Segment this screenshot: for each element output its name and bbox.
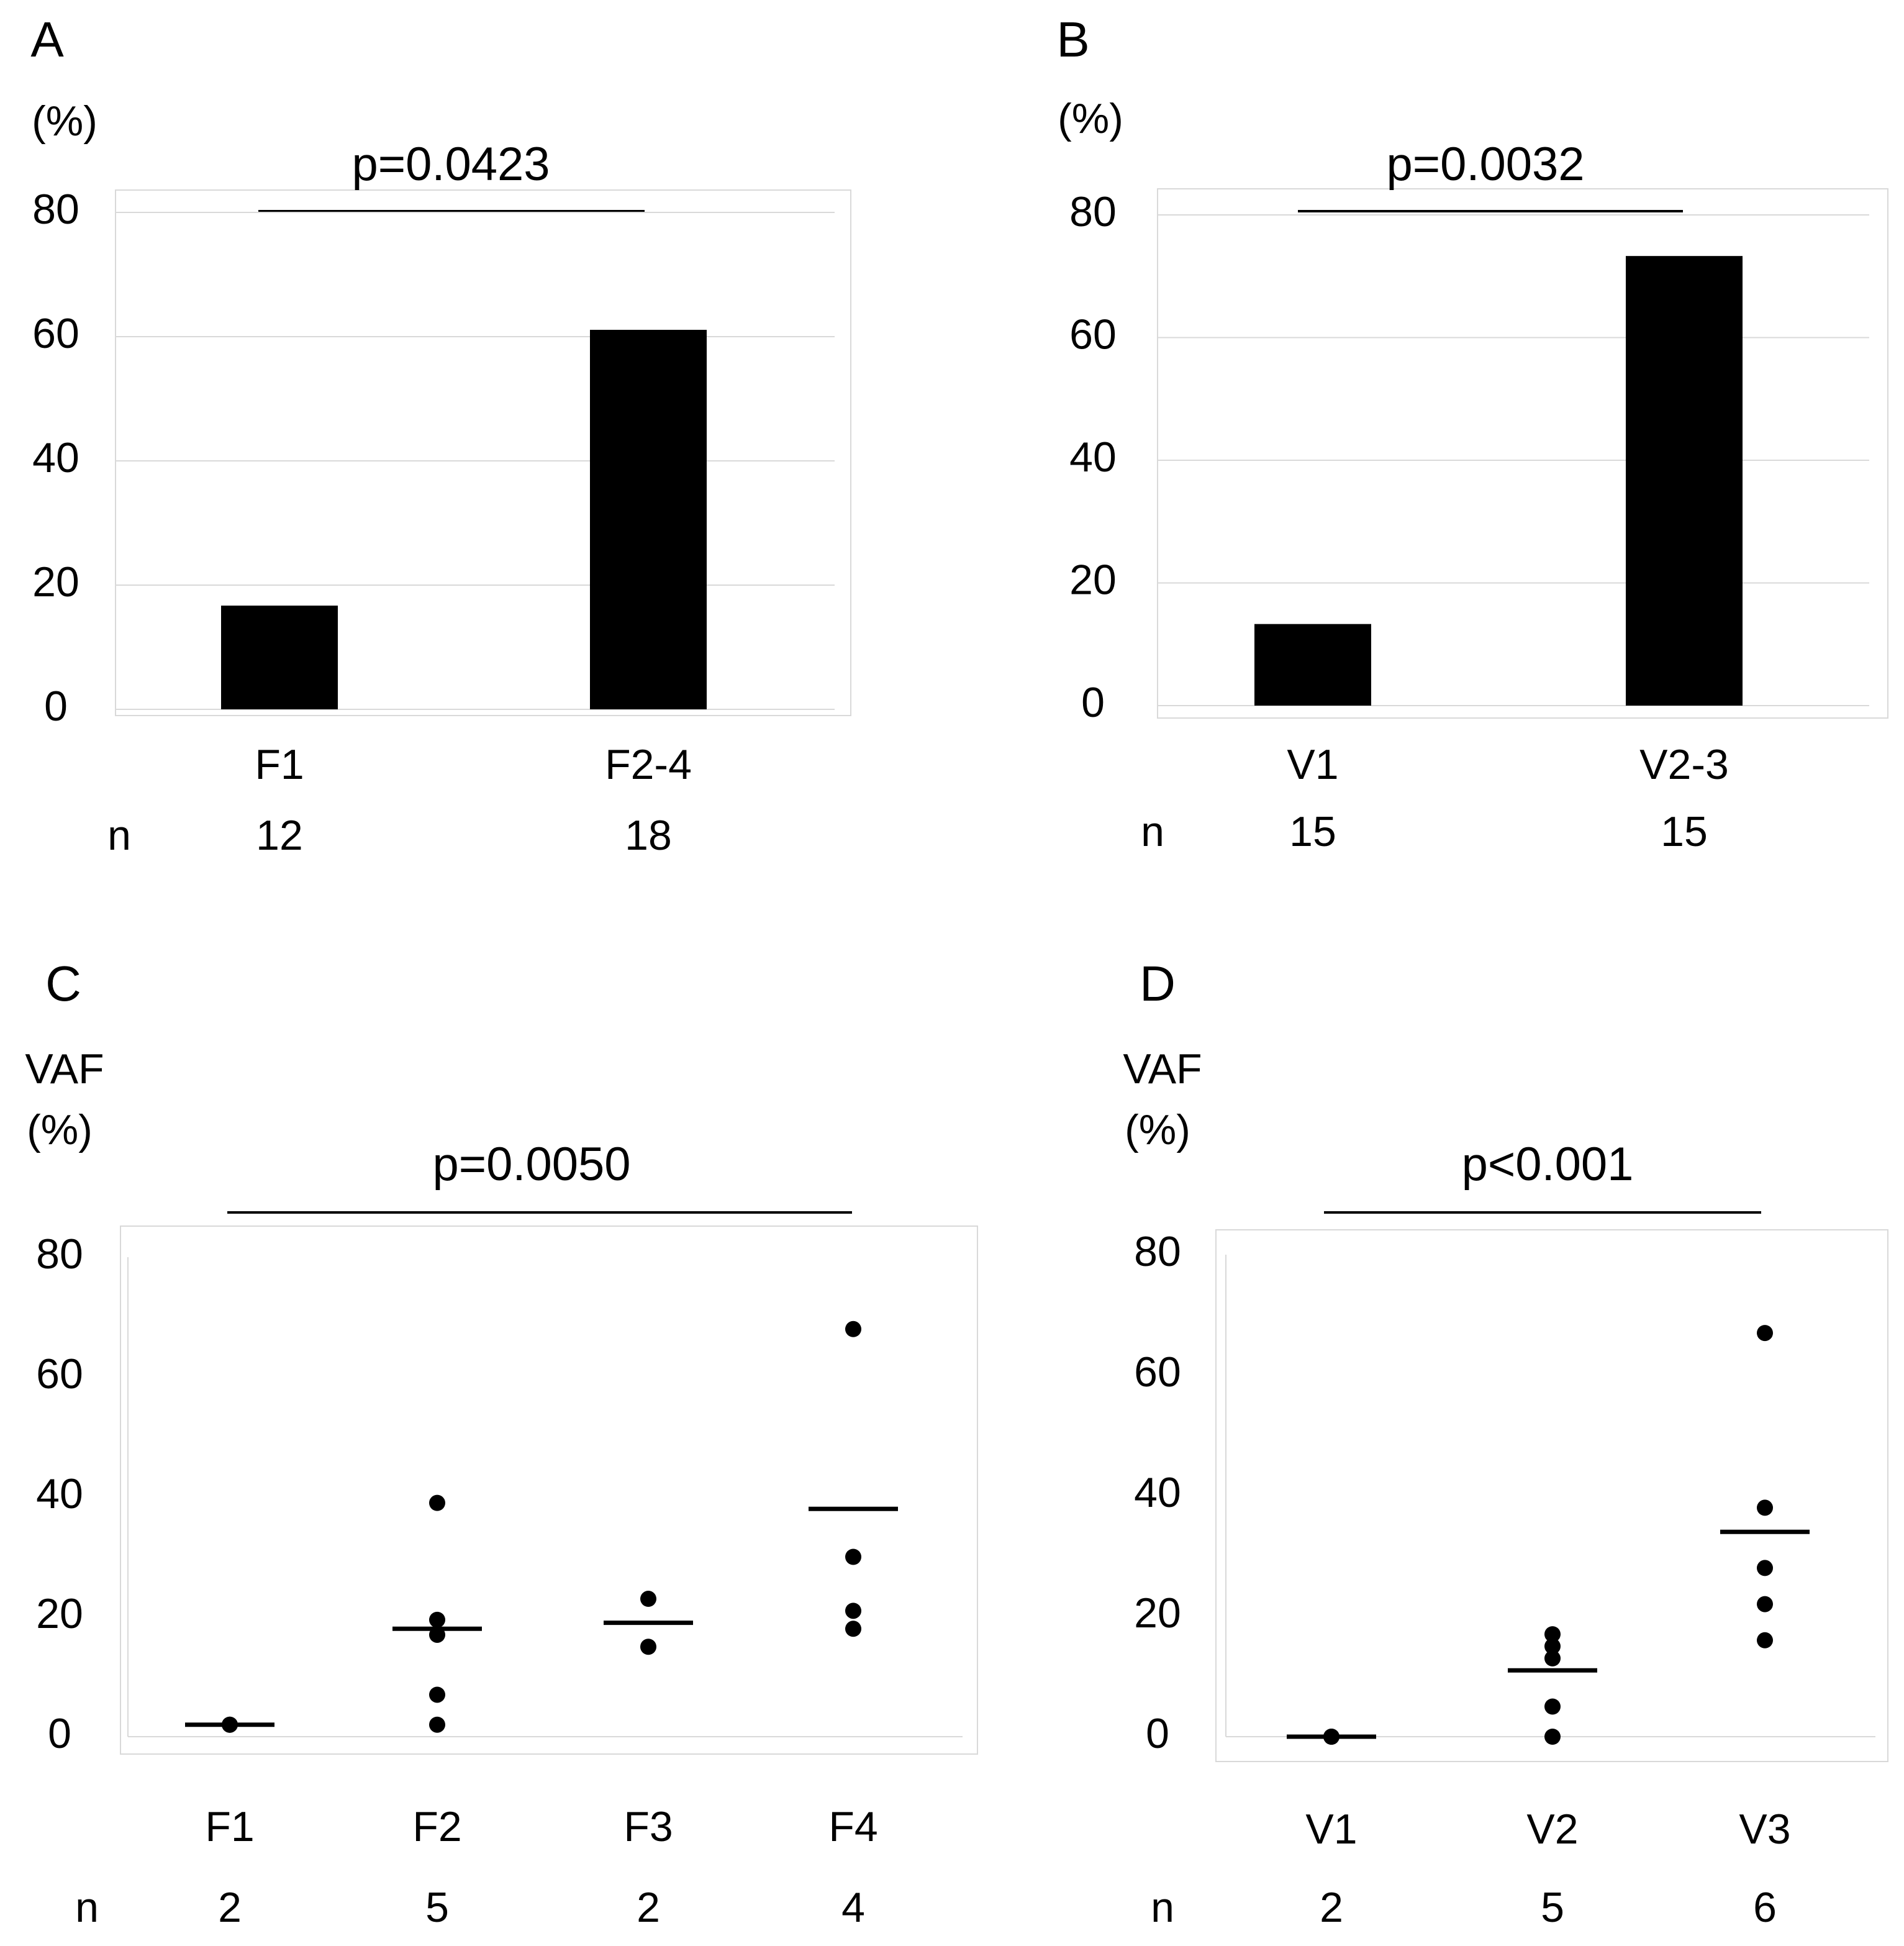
- x-tick-label: F1: [255, 741, 304, 788]
- panel-label: A: [30, 12, 64, 67]
- n-value: 15: [1661, 808, 1708, 855]
- n-label: n: [1141, 808, 1164, 855]
- y-tick-label: 60: [1134, 1348, 1181, 1396]
- x-tick-label: V2-3: [1639, 741, 1729, 788]
- y-tick-label: 0: [1081, 679, 1105, 726]
- y-axis-label: (%): [1125, 1106, 1190, 1153]
- y-axis-label: (%): [27, 1106, 93, 1153]
- y-tick-label: 80: [32, 186, 79, 233]
- bar: [590, 330, 707, 709]
- y-tick-label: 60: [36, 1350, 83, 1398]
- y-tick-label: 40: [32, 434, 79, 481]
- y-tick-label: 40: [1069, 434, 1117, 481]
- n-value: 5: [1541, 1884, 1564, 1931]
- data-point: [429, 1716, 445, 1733]
- y-tick-label: 0: [48, 1710, 71, 1757]
- y-tick-label: 60: [1069, 311, 1117, 358]
- bar: [1626, 256, 1743, 706]
- data-point: [1544, 1729, 1561, 1745]
- y-tick-label: 20: [36, 1590, 83, 1637]
- x-tick-label: F4: [828, 1803, 877, 1850]
- annotation: p<0.001: [1462, 1138, 1634, 1191]
- bar: [221, 606, 338, 709]
- data-point: [429, 1611, 445, 1628]
- data-point: [1757, 1560, 1773, 1576]
- plot-frame: [120, 1225, 978, 1755]
- n-value: 4: [841, 1884, 865, 1931]
- y-tick-label: 80: [36, 1230, 83, 1278]
- data-point: [429, 1494, 445, 1511]
- y-tick-label: 60: [32, 310, 79, 357]
- n-value: 15: [1289, 808, 1336, 855]
- y-axis-label: VAF: [1123, 1045, 1202, 1093]
- bar: [1254, 624, 1371, 706]
- panel-label: D: [1140, 956, 1176, 1011]
- data-point: [1757, 1632, 1773, 1648]
- y-tick-label: 40: [36, 1470, 83, 1517]
- data-point: [1544, 1626, 1561, 1643]
- panel-label: B: [1056, 12, 1089, 67]
- y-tick-label: 0: [1146, 1710, 1169, 1757]
- y-tick-label: 20: [1069, 556, 1117, 603]
- y-tick-label: 20: [32, 558, 79, 606]
- x-tick-label: F2-4: [605, 741, 692, 788]
- x-tick-label: V3: [1739, 1806, 1790, 1853]
- data-point: [1544, 1650, 1561, 1666]
- data-point: [1544, 1698, 1561, 1715]
- n-value: 6: [1753, 1884, 1777, 1931]
- x-tick-label: V1: [1287, 741, 1338, 788]
- data-point: [640, 1591, 656, 1607]
- plot-frame: [115, 189, 851, 716]
- data-point: [640, 1639, 656, 1655]
- n-value: 2: [218, 1884, 242, 1931]
- data-point: [1757, 1325, 1773, 1342]
- n-value: 12: [256, 812, 303, 859]
- n-label: n: [107, 812, 131, 859]
- n-value: 2: [637, 1884, 660, 1931]
- annotation: p=0.0050: [432, 1138, 630, 1191]
- y-axis-label: (%): [1058, 95, 1123, 142]
- n-value: 5: [425, 1884, 449, 1931]
- y-tick-label: 20: [1134, 1589, 1181, 1637]
- plot-frame: [1157, 188, 1888, 719]
- x-tick-label: V1: [1305, 1806, 1357, 1853]
- x-tick-label: F3: [623, 1803, 673, 1850]
- x-tick-label: V2: [1526, 1806, 1578, 1853]
- data-point: [429, 1686, 445, 1703]
- annotation: p=0.0032: [1386, 138, 1584, 191]
- y-tick-label: 40: [1134, 1469, 1181, 1516]
- data-point: [1544, 1638, 1561, 1655]
- n-value: 2: [1320, 1884, 1343, 1931]
- annotation: p=0.0423: [351, 138, 550, 191]
- plot-frame: [1215, 1229, 1888, 1762]
- y-tick-label: 0: [44, 683, 68, 730]
- data-point: [845, 1603, 861, 1619]
- data-point: [1757, 1596, 1773, 1612]
- data-point: [1757, 1499, 1773, 1516]
- n-label: n: [75, 1884, 99, 1931]
- n-value: 18: [625, 812, 672, 859]
- data-point: [845, 1548, 861, 1565]
- panel-label: C: [45, 956, 81, 1011]
- y-axis-label: (%): [32, 98, 97, 145]
- n-label: n: [1151, 1884, 1174, 1931]
- x-tick-label: F2: [412, 1803, 461, 1850]
- y-tick-label: 80: [1134, 1228, 1181, 1275]
- x-tick-label: F1: [205, 1803, 254, 1850]
- data-point: [845, 1621, 861, 1637]
- data-point: [845, 1321, 861, 1337]
- y-tick-label: 80: [1069, 188, 1117, 235]
- y-axis-label: VAF: [25, 1045, 104, 1093]
